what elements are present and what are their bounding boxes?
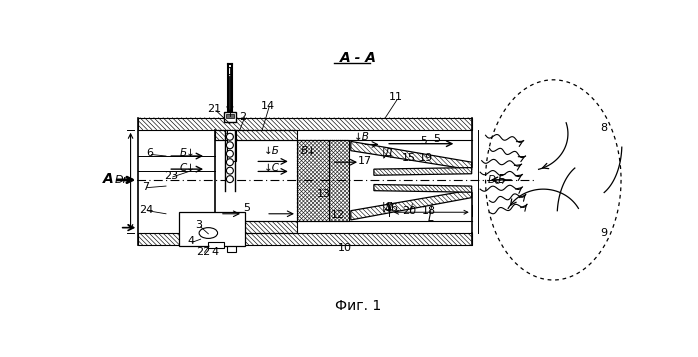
Text: L: L	[428, 213, 434, 223]
Text: 24: 24	[139, 205, 153, 215]
Circle shape	[226, 133, 233, 140]
Text: 17: 17	[357, 156, 372, 166]
Text: 18: 18	[422, 206, 436, 216]
Text: 16: 16	[385, 203, 399, 213]
Text: 19: 19	[418, 152, 433, 162]
Bar	[297, 140, 329, 221]
Bar	[214, 130, 297, 140]
Bar	[227, 221, 236, 252]
Text: Dr: Dr	[114, 175, 128, 185]
Circle shape	[226, 150, 233, 157]
Text: 1: 1	[226, 67, 233, 77]
Bar	[179, 212, 244, 246]
Text: ↓Б: ↓Б	[265, 146, 280, 156]
Text: 8: 8	[600, 122, 608, 132]
Text: 22: 22	[196, 247, 210, 257]
Bar	[329, 140, 349, 221]
Text: А: А	[103, 172, 114, 186]
Text: 23: 23	[164, 171, 179, 181]
Circle shape	[226, 159, 233, 166]
Text: В↓: В↓	[301, 146, 316, 156]
Text: 20: 20	[402, 206, 417, 216]
Text: ↓В: ↓В	[354, 132, 369, 142]
Circle shape	[226, 167, 233, 174]
Polygon shape	[351, 141, 472, 170]
Bar	[138, 117, 472, 130]
Text: 2: 2	[239, 112, 246, 122]
Text: |Д: |Д	[382, 202, 394, 212]
Text: 3: 3	[195, 220, 202, 230]
Bar	[138, 233, 472, 245]
Text: А - А: А - А	[340, 51, 377, 65]
Text: |Д: |Д	[382, 148, 394, 158]
Polygon shape	[351, 190, 472, 220]
Text: ↓С: ↓С	[265, 164, 281, 174]
Text: 21: 21	[207, 104, 221, 114]
Text: 9: 9	[600, 228, 608, 238]
Bar	[214, 221, 297, 233]
Text: 6: 6	[147, 148, 154, 158]
Bar	[214, 221, 297, 233]
Text: Б↓: Б↓	[179, 148, 195, 158]
Ellipse shape	[199, 228, 218, 238]
Bar	[227, 130, 236, 161]
Text: 11: 11	[389, 92, 403, 102]
Text: 5: 5	[421, 136, 427, 146]
Text: Фиг. 1: Фиг. 1	[335, 299, 382, 313]
Text: 7: 7	[142, 182, 149, 192]
Text: 4: 4	[187, 236, 194, 246]
Text: 12: 12	[331, 210, 345, 220]
Text: 5: 5	[244, 203, 251, 213]
Bar	[138, 233, 472, 245]
Bar	[226, 114, 234, 117]
Bar	[214, 130, 297, 140]
Bar	[138, 117, 472, 130]
Bar	[224, 112, 236, 122]
Text: 10: 10	[338, 243, 352, 253]
Bar	[297, 140, 329, 221]
Circle shape	[226, 142, 233, 149]
Bar	[329, 140, 349, 221]
Text: 15: 15	[401, 152, 415, 162]
Bar	[208, 241, 224, 248]
Text: 14: 14	[260, 101, 275, 111]
Text: 13: 13	[317, 189, 331, 199]
Circle shape	[226, 176, 233, 182]
Polygon shape	[374, 167, 472, 175]
Text: 5: 5	[433, 134, 440, 144]
Text: Б: Б	[498, 174, 506, 186]
Text: С↓: С↓	[179, 162, 195, 172]
Text: 4: 4	[211, 247, 218, 257]
Polygon shape	[374, 185, 472, 192]
Text: $D_{СТ}$: $D_{СТ}$	[487, 173, 507, 187]
